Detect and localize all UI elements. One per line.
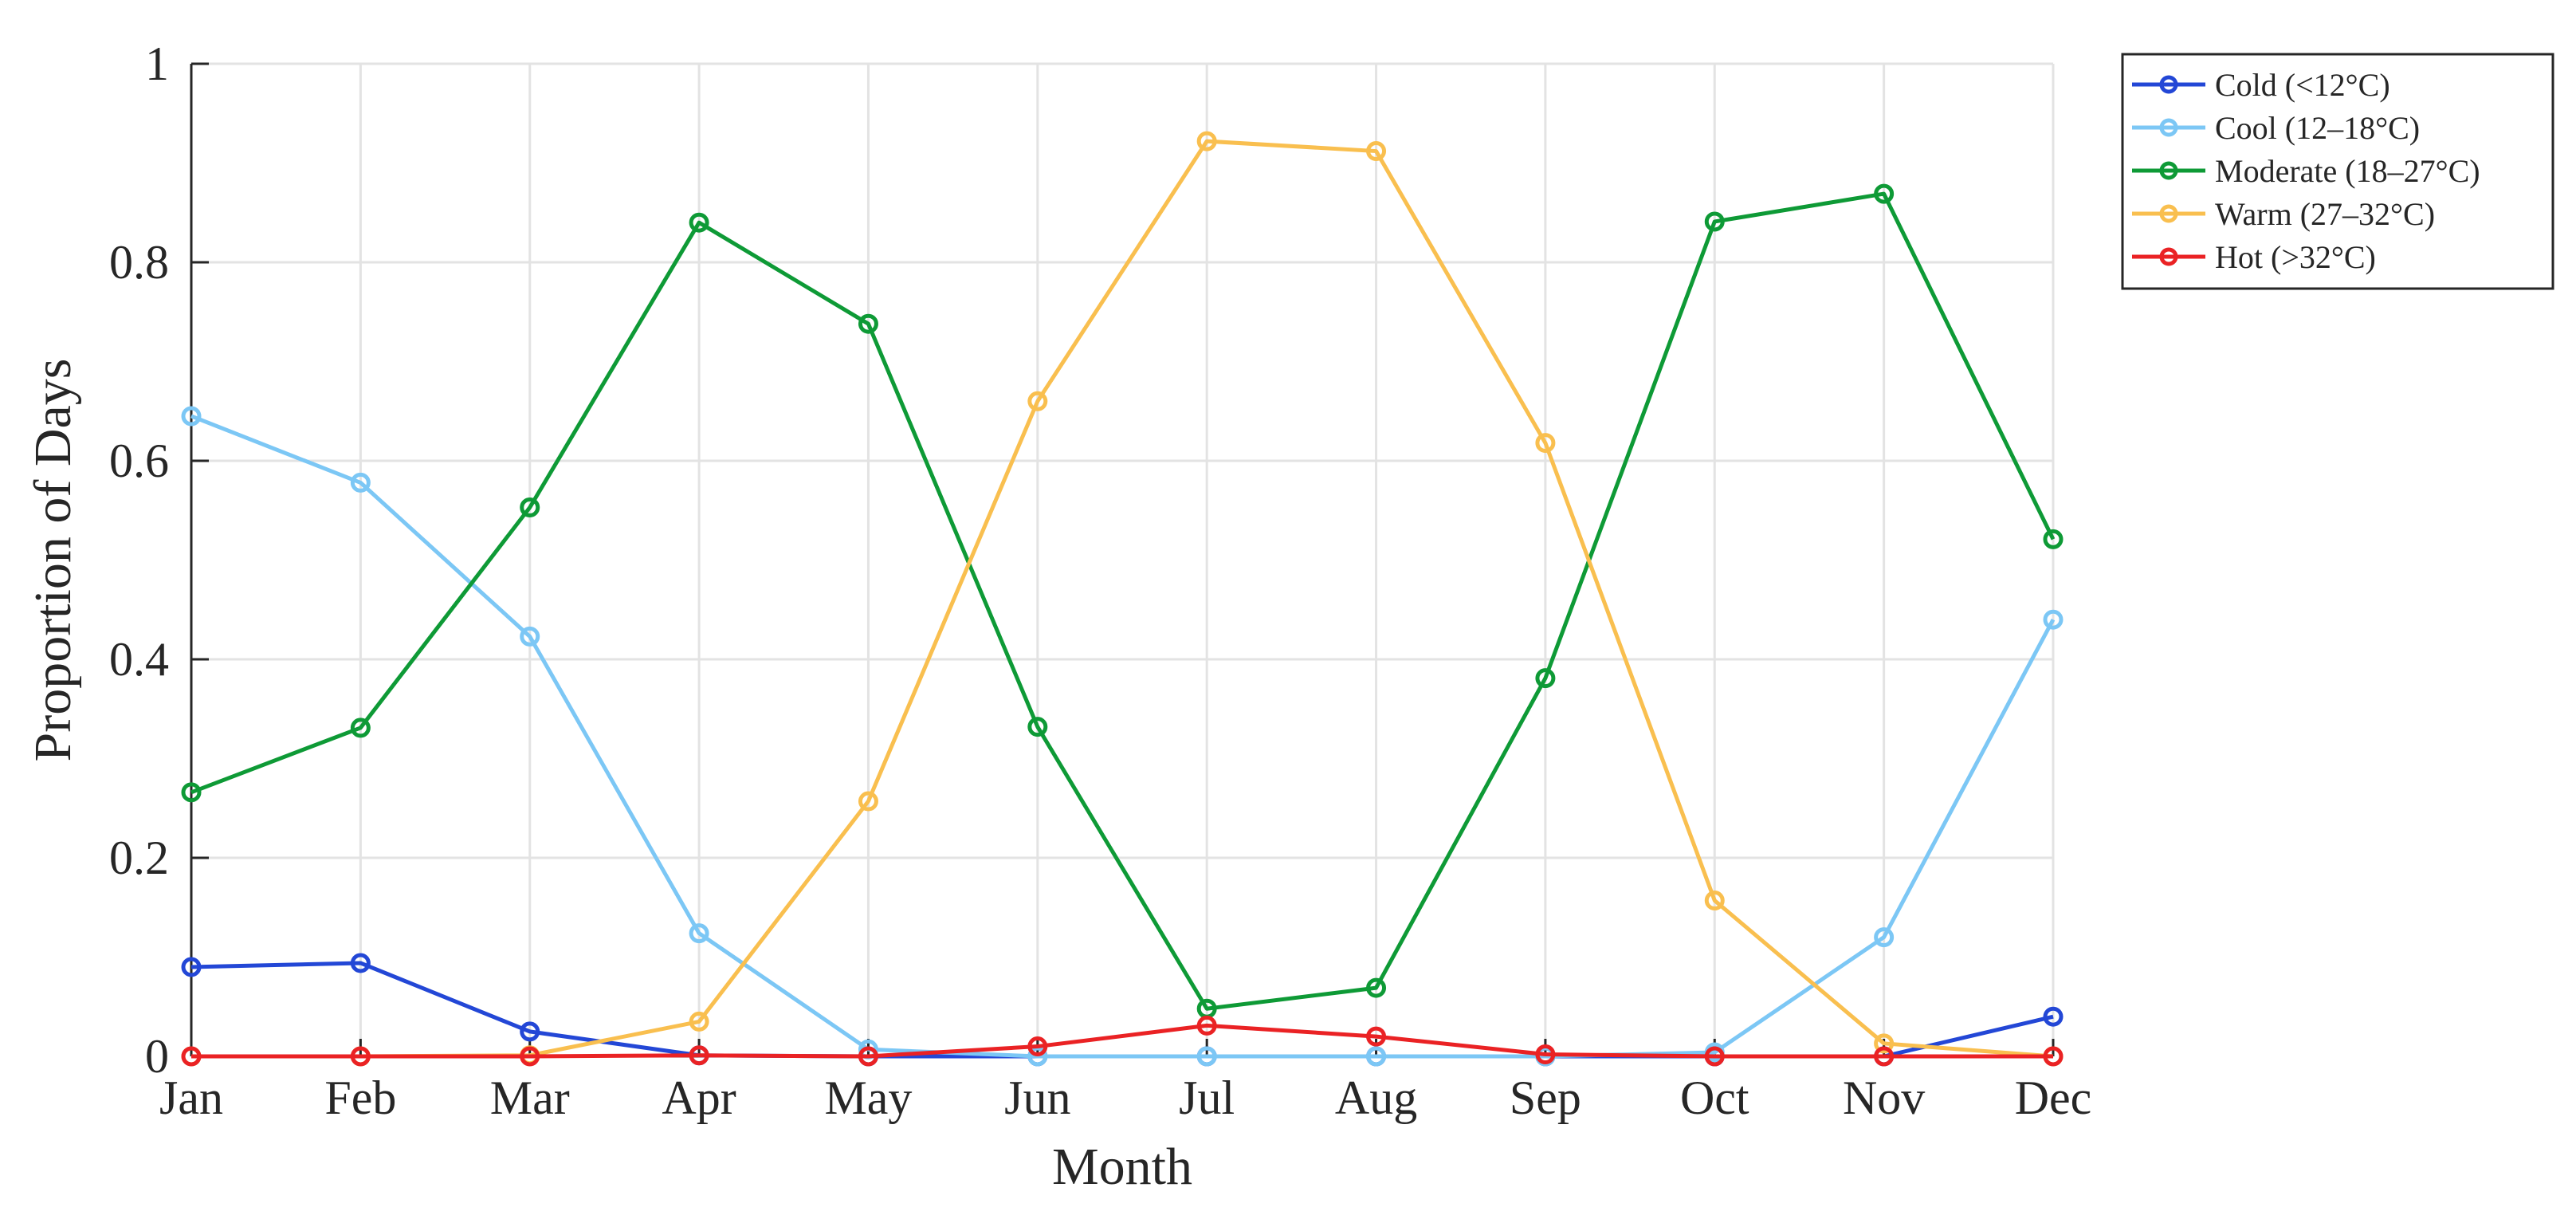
x-tick-label: Oct <box>1680 1071 1749 1124</box>
data-point-marker <box>1535 1044 1556 1065</box>
x-tick-label: Jul <box>1179 1071 1235 1124</box>
legend-swatch-marker <box>2159 247 2178 266</box>
data-point-marker <box>1027 1036 1048 1057</box>
data-point-marker <box>350 953 371 973</box>
data-point-marker <box>2043 609 2064 630</box>
data-point-marker <box>1874 927 1895 948</box>
data-point-marker <box>2043 1046 2064 1067</box>
data-point-marker <box>350 718 371 738</box>
series-line <box>191 1023 2053 1059</box>
x-tick-label: Nov <box>1843 1071 1925 1124</box>
data-point-marker <box>1535 433 1556 454</box>
data-point-marker <box>858 791 878 812</box>
data-point-marker <box>1027 717 1048 737</box>
legend-swatch-marker <box>2159 118 2178 137</box>
data-point-marker <box>520 497 540 518</box>
x-tick-label: Aug <box>1335 1071 1417 1124</box>
legend-swatch-marker <box>2159 204 2178 223</box>
data-point-marker <box>520 626 540 647</box>
data-point-marker <box>1874 183 1895 204</box>
data-point-marker <box>1196 1015 1217 1036</box>
data-point-marker <box>181 406 202 427</box>
data-point-marker <box>1874 1033 1895 1054</box>
x-tick-label: Sep <box>1510 1071 1581 1124</box>
data-point-marker <box>1366 1046 1387 1067</box>
series-line <box>190 414 2056 1059</box>
y-tick-label: 0 <box>145 1030 169 1083</box>
data-point-marker <box>2043 1006 2064 1027</box>
series-lines <box>181 131 2064 1067</box>
data-point-marker <box>689 1011 709 1032</box>
data-point-marker <box>181 782 202 803</box>
legend-item-label: Moderate (18–27°C) <box>2215 153 2480 189</box>
data-point-marker <box>350 472 371 493</box>
data-point-marker <box>1196 131 1217 151</box>
data-point-marker <box>858 1046 878 1067</box>
y-tick-label: 0.6 <box>109 434 169 487</box>
y-tick-label: 0.4 <box>109 633 169 686</box>
data-point-marker <box>520 1046 540 1067</box>
data-point-marker <box>1704 211 1725 232</box>
legend-item-label: Cold (<12°C) <box>2215 67 2390 103</box>
legend-item-label: Warm (27–32°C) <box>2215 196 2435 232</box>
data-point-marker <box>1704 1046 1725 1067</box>
data-point-marker <box>1704 891 1725 911</box>
data-point-marker <box>689 1045 709 1066</box>
data-point-marker <box>689 923 709 944</box>
data-point-marker <box>1366 977 1387 998</box>
x-tick-label: Feb <box>324 1071 396 1124</box>
series-line <box>190 191 2056 1011</box>
legend-item-label: Hot (>32°C) <box>2215 239 2376 275</box>
x-tick-label: Jan <box>159 1071 223 1124</box>
series-group <box>181 183 2064 1019</box>
data-point-marker <box>1027 391 1048 411</box>
legend-swatch-marker <box>2159 161 2178 180</box>
legend: Cold (<12°C) Cool (12–18°C) Moderate (18–2… <box>2121 53 2554 290</box>
y-tick-label: 0.2 <box>109 832 169 884</box>
y-axis-label: Proportion of Days <box>24 359 82 762</box>
legend-swatch-marker <box>2159 75 2178 94</box>
data-point-marker <box>1196 1046 1217 1067</box>
data-point-marker <box>350 1046 371 1067</box>
x-axis-label: Month <box>1052 1138 1192 1196</box>
data-point-marker <box>1535 668 1556 689</box>
series-group <box>181 1015 2064 1067</box>
x-tick-label: Dec <box>2015 1071 2092 1124</box>
data-point-marker <box>1366 141 1387 162</box>
data-point-marker <box>181 1046 202 1067</box>
data-point-marker <box>520 1021 540 1042</box>
data-point-marker <box>689 212 709 233</box>
data-point-marker <box>181 957 202 977</box>
data-point-marker <box>2043 529 2064 549</box>
data-point-marker <box>1874 1046 1895 1067</box>
x-tick-label: May <box>824 1071 912 1124</box>
y-tick-label: 1 <box>145 37 169 90</box>
x-tick-label: Jun <box>1004 1071 1070 1124</box>
data-point-marker <box>1366 1026 1387 1047</box>
grid-lines <box>190 62 2055 1058</box>
data-point-marker <box>858 313 878 334</box>
x-tick-label: Mar <box>490 1071 570 1124</box>
x-tick-label: Apr <box>662 1071 736 1124</box>
y-tick-label: 0.8 <box>109 236 169 289</box>
legend-item-label: Cool (12–18°C) <box>2215 110 2420 146</box>
tick-labels: 0 0.2 0.4 0.6 0.8 1 Jan Feb Mar Apr May Jun Jul Aug Se… <box>109 37 2091 1124</box>
